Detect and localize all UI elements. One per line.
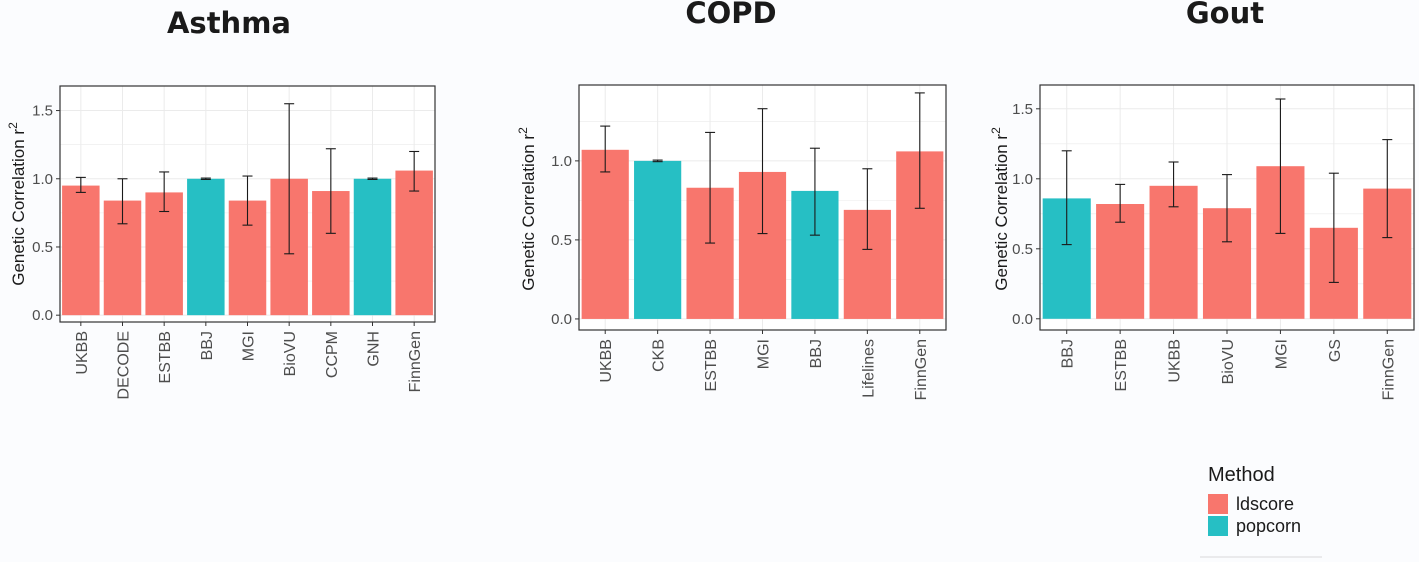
legend: Method ldscore popcorn: [1200, 464, 1322, 558]
bar-ukbb: [62, 185, 100, 316]
y-axis-label-text: Genetic Correlation r: [9, 129, 28, 286]
x-tick-label: MGI: [241, 331, 258, 361]
chart-2: 0.0 0.5 1.0 1.5 BBJ ESTBB UKBB BioVU MGI GS FinnGe…: [989, 0, 1415, 400]
error-bar: [1115, 183, 1126, 223]
legend-label-ldscore: ldscore: [1236, 494, 1294, 514]
legend-label-popcorn: popcorn: [1236, 516, 1301, 536]
bar-estbb: [145, 192, 183, 316]
bar-estbb: [1096, 204, 1145, 319]
y-tick-label: 0.0: [551, 311, 572, 328]
y-tick-label: 1.0: [1012, 171, 1033, 188]
x-tick-label: BioVU: [282, 331, 299, 376]
bar-finngen: [395, 170, 433, 316]
error-bar: [1061, 150, 1072, 246]
y-tick-label: 1.0: [551, 153, 572, 170]
error-bar: [75, 176, 86, 193]
error-bar: [757, 108, 768, 235]
error-bar: [705, 131, 716, 244]
y-tick-label: 1.5: [32, 103, 53, 120]
error-bar: [325, 148, 336, 234]
charts-group: 0.0 0.5 1.0 1.5 UKBB DECODE ESTBB BBJ MGI BioVU CC…: [6, 0, 1415, 400]
error-bar: [914, 92, 925, 209]
bar-bbj: [187, 178, 225, 316]
x-tick-label: CCPM: [324, 331, 341, 378]
error-bar: [117, 178, 128, 225]
error-bar: [809, 147, 820, 236]
x-tick-label: UKBB: [598, 339, 615, 383]
x-tick-label: ESTBB: [1113, 339, 1130, 391]
error-bar: [284, 103, 295, 255]
bar-ukbb: [581, 149, 629, 319]
x-tick-label: FinnGen: [1380, 339, 1397, 400]
x-tick-label: MGI: [1273, 339, 1290, 369]
x-tick-label: BBJ: [199, 331, 216, 360]
x-tick-label: BBJ: [808, 339, 825, 368]
error-bar: [1275, 98, 1286, 234]
error-bar: [1382, 139, 1393, 239]
y-axis-label: Genetic Correlation r2: [516, 127, 538, 291]
chart-title: Gout: [1186, 0, 1264, 30]
error-bar: [600, 125, 611, 173]
x-tick-label: ESTBB: [703, 339, 720, 391]
legend-swatch-popcorn: [1208, 516, 1228, 536]
error-bar: [1222, 174, 1232, 243]
x-tick-label: DECODE: [116, 331, 133, 399]
bar-ukbb: [1149, 185, 1198, 319]
y-axis-label: Genetic Correlation r2: [989, 127, 1011, 291]
y-tick-label: 0.0: [1012, 311, 1033, 328]
error-bar: [367, 177, 378, 180]
legend-title: Method: [1208, 464, 1275, 486]
chart-0: 0.0 0.5 1.0 1.5 UKBB DECODE ESTBB BBJ MGI BioVU CC…: [6, 6, 436, 399]
x-tick-label: GNH: [366, 331, 383, 367]
bar-gnh: [353, 178, 392, 316]
x-tick-label: ESTBB: [157, 331, 174, 383]
chart-title: COPD: [685, 0, 776, 30]
y-axis-label-superscript: 2: [6, 122, 20, 129]
x-tick-label: UKBB: [1167, 339, 1184, 383]
error-bar: [200, 177, 211, 180]
y-axis-label-text: Genetic Correlation r: [519, 134, 538, 291]
legend-swatch-ldscore: [1208, 494, 1228, 514]
chart-title: Asthma: [167, 6, 291, 40]
error-bar: [242, 175, 253, 226]
x-tick-label: FinnGen: [913, 339, 930, 400]
y-tick-label: 0.5: [1012, 241, 1033, 258]
x-tick-label: BioVU: [1220, 339, 1237, 384]
y-tick-label: 0.0: [32, 307, 53, 324]
x-tick-label: UKBB: [74, 331, 91, 375]
error-bar: [1168, 161, 1179, 208]
y-tick-label: 1.0: [32, 171, 53, 188]
x-tick-label: GS: [1327, 339, 1344, 362]
y-axis-label-superscript: 2: [989, 127, 1003, 134]
y-axis-label: Genetic Correlation r2: [6, 122, 28, 286]
x-tick-label: BBJ: [1060, 339, 1077, 368]
x-tick-label: Lifelines: [860, 339, 877, 398]
error-bar: [1328, 172, 1339, 283]
error-bar: [862, 168, 873, 250]
bar-ckb: [634, 160, 682, 319]
y-axis-label-text: Genetic Correlation r: [992, 134, 1011, 291]
x-tick-label: FinnGen: [407, 331, 424, 392]
chart-1: 0.0 0.5 1.0 UKBB CKB ESTBB MGI BBJ Lifelines Finn…: [516, 0, 947, 400]
x-tick-label: MGI: [756, 339, 773, 369]
y-tick-label: 0.5: [32, 239, 53, 256]
error-bar: [652, 159, 663, 163]
y-tick-label: 1.5: [1012, 101, 1033, 118]
y-tick-label: 0.5: [551, 232, 572, 249]
y-axis-label-superscript: 2: [516, 127, 530, 134]
x-tick-label: CKB: [651, 339, 668, 372]
error-bar: [409, 150, 420, 192]
error-bar: [159, 171, 170, 213]
